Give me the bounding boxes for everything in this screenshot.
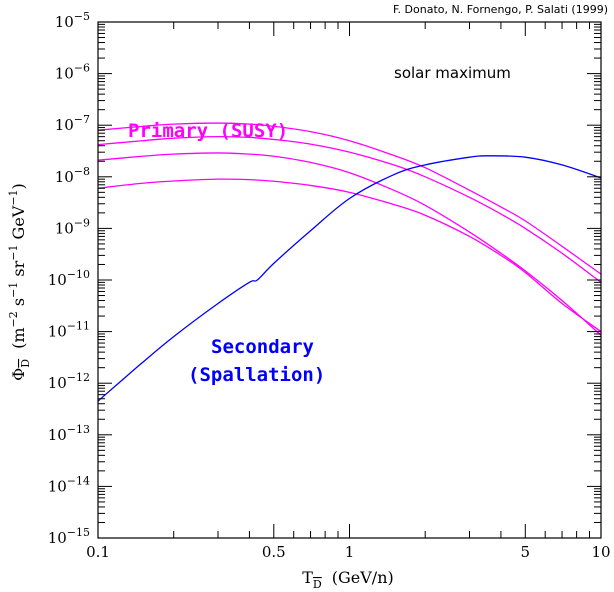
y-axis-symbol: Φ <box>9 368 28 381</box>
spallation-label: (Spallation) <box>188 364 325 386</box>
x-axis-subscript: D <box>313 578 322 591</box>
y-axis-units-sr: sr <box>9 260 28 281</box>
y-tick-label: 10−11 <box>48 320 90 341</box>
y-axis-units-exp1: −2 <box>7 311 20 327</box>
y-axis-units-exp3: −1 <box>7 245 20 261</box>
y-tick-label: 10−8 <box>55 165 90 186</box>
x-tick-labels: 0.1 0.5 1 5 10 <box>86 543 610 561</box>
x-tick-label: 0.1 <box>86 543 110 561</box>
y-axis-units-gev: GeV <box>9 205 28 244</box>
primary-label: Primary (SUSY) <box>128 120 288 142</box>
y-axis-title: ΦD(m−2 s−1 sr−1 GeV−1) <box>7 183 32 381</box>
y-axis-units-exp4: −1 <box>7 189 20 205</box>
y-tick-label: 10−6 <box>55 62 90 83</box>
x-axis-symbol: T <box>302 568 313 587</box>
x-axis-title: TD (GeV/n) <box>302 568 393 591</box>
y-tick-labels: 10−5 10−6 10−7 10−8 10−9 10−10 10−11 10−12 10−13… <box>48 10 90 547</box>
primary-curve-2 <box>97 135 602 283</box>
x-tick-label: 0.5 <box>262 543 286 561</box>
solar-maximum-label: solar maximum <box>394 64 511 82</box>
primary-curve-1 <box>97 122 602 275</box>
x-axis-units: (GeV/n) <box>332 568 394 587</box>
y-tick-label: 10−14 <box>48 474 90 495</box>
y-tick-label: 10−5 <box>55 10 90 31</box>
y-tick-label: 10−7 <box>55 113 90 134</box>
y-axis-units-s: s <box>9 298 28 311</box>
plot-frame <box>97 21 602 539</box>
credit-label: F. Donato, N. Fornengo, P. Salati (1999) <box>393 3 608 16</box>
secondary-curve <box>97 155 602 402</box>
y-tick-label: 10−10 <box>48 268 90 289</box>
y-axis-units-close: ) <box>9 183 28 189</box>
y-tick-label: 10−13 <box>48 423 90 444</box>
y-axis-units-exp2: −1 <box>7 282 20 298</box>
primary-curve-4 <box>97 178 602 333</box>
y-axis-units-open: (m <box>9 327 28 348</box>
y-tick-label: 10−15 <box>48 526 90 547</box>
axis-ticks <box>98 22 601 538</box>
x-tick-label: 1 <box>345 543 355 561</box>
primary-curve-3 <box>97 152 602 336</box>
y-tick-label: 10−12 <box>48 371 90 392</box>
x-tick-label: 5 <box>521 543 531 561</box>
secondary-label: Secondary <box>211 336 314 358</box>
y-axis-subscript: D <box>19 359 32 368</box>
y-tick-label: 10−9 <box>55 216 90 237</box>
x-tick-label: 10 <box>591 543 610 561</box>
plot-lines <box>97 122 602 402</box>
